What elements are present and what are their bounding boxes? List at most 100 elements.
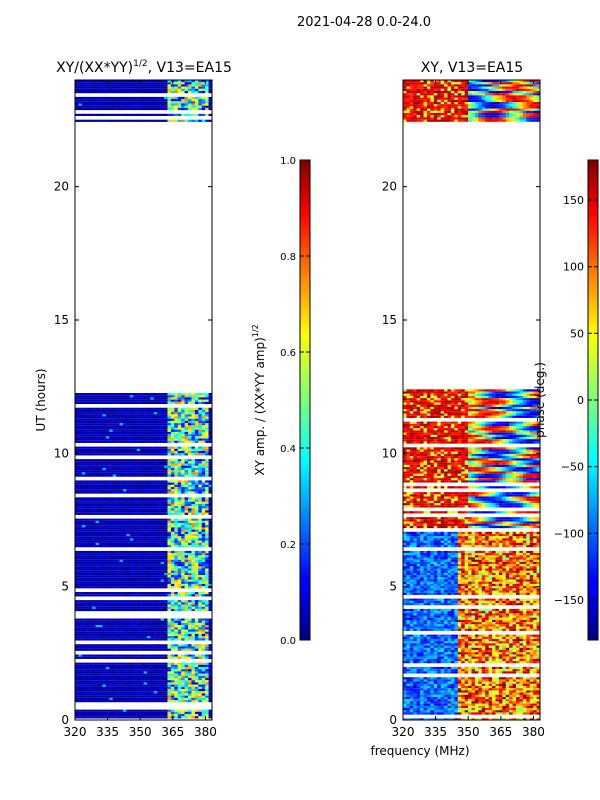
heatmap-cell [122,484,127,488]
heatmap-cell [157,568,161,571]
heatmap-cell [88,680,93,683]
heatmap-cell [116,436,120,439]
heatmap-cell [205,555,209,558]
heatmap-cell [191,638,196,641]
heatmap-cell [201,531,206,535]
heatmap-cell [122,393,127,396]
heatmap-cell [92,453,96,456]
heatmap-cell [88,644,93,647]
heatmap-cell [177,602,182,605]
heatmap-cell [184,686,189,690]
heatmap-cell [126,592,131,595]
heatmap-cell [98,538,103,541]
heatmap-cell [188,510,192,513]
heatmap-cell [143,499,148,502]
heatmap-cell [136,667,141,670]
heatmap-cell [75,604,79,607]
heatmap-cell [205,484,209,488]
heatmap-cell [81,399,86,402]
heatmap-cell [208,581,212,584]
heatmap-cell [85,520,89,524]
heatmap-cell [136,472,141,475]
heatmap-cell [140,697,144,701]
heatmap-cell [188,577,192,580]
heatmap-cell [102,534,107,537]
heatmap-cell [167,501,172,504]
heatmap-cell [78,397,83,400]
heatmap-cell [85,499,89,502]
heatmap-cell [191,525,196,528]
heatmap-cell [188,682,192,685]
heatmap-cell [85,529,89,532]
heatmap-cell [102,467,107,471]
heatmap-cell [191,465,196,468]
heatmap-cell [174,667,179,670]
heatmap-cell [153,689,158,692]
heatmap-cell [78,472,83,475]
heatmap-cell [184,459,189,462]
heatmap-cell [95,648,100,651]
heatmap-cell [98,566,103,569]
heatmap-cell [184,487,189,490]
heatmap-cell [153,664,158,668]
heatmap-cell [102,431,107,435]
heatmap-cell [75,463,79,466]
heatmap-cell [105,711,110,715]
heatmap-cell [194,420,199,424]
heatmap-cell [126,480,131,483]
heatmap-cell [181,401,185,405]
heatmap-cell [153,570,158,573]
heatmap-cell [157,531,161,535]
heatmap-cell [85,467,89,471]
heatmap-cell [157,523,161,526]
heatmap-cell [164,689,168,692]
heatmap-cell [167,418,172,421]
heatmap-cell [78,620,83,623]
heatmap-cell [153,418,158,421]
heatmap-cell [136,414,141,417]
heatmap-cell [98,545,103,548]
heatmap-cell [167,80,172,83]
heatmap-cell [146,648,151,651]
heatmap-cell [95,420,100,424]
heatmap-cell [105,568,110,571]
heatmap-cell [170,487,175,490]
heatmap-cell [122,499,127,502]
heatmap-cell [109,491,113,494]
heatmap-cell [164,451,168,454]
heatmap-cell [177,453,182,456]
heatmap-cell [136,604,141,607]
heatmap-cell [116,700,120,703]
heatmap-cell [194,545,199,548]
heatmap-cell [184,482,189,485]
heatmap-cell [105,401,110,405]
heatmap-cell [140,629,144,632]
heatmap-cell [157,518,161,521]
heatmap-cell [205,474,209,477]
heatmap-cell [208,592,212,595]
heatmap-cell [167,425,172,428]
heatmap-cell [153,700,158,703]
heatmap-cell [78,531,83,535]
heatmap-cell [109,594,113,597]
heatmap-cell [102,420,107,424]
heatmap-cell [181,463,185,466]
heatmap-cell [95,572,100,576]
heatmap-cell [191,636,196,639]
heatmap-cell [95,489,100,492]
heatmap-cell [198,566,203,569]
heatmap-cell [160,489,165,492]
heatmap-cell [140,451,144,454]
heatmap-cell [188,399,192,402]
heatmap-cell [174,436,179,439]
heatmap-cell [150,518,155,521]
heatmap-cell [126,711,131,715]
heatmap-cell [122,448,127,452]
heatmap-cell [181,691,185,694]
heatmap-cell [188,680,192,683]
heatmap-cell [174,416,179,419]
heatmap-cell [85,431,89,435]
heatmap-cell [133,570,137,573]
heatmap-cell [184,675,189,679]
heatmap-cell [167,577,172,580]
